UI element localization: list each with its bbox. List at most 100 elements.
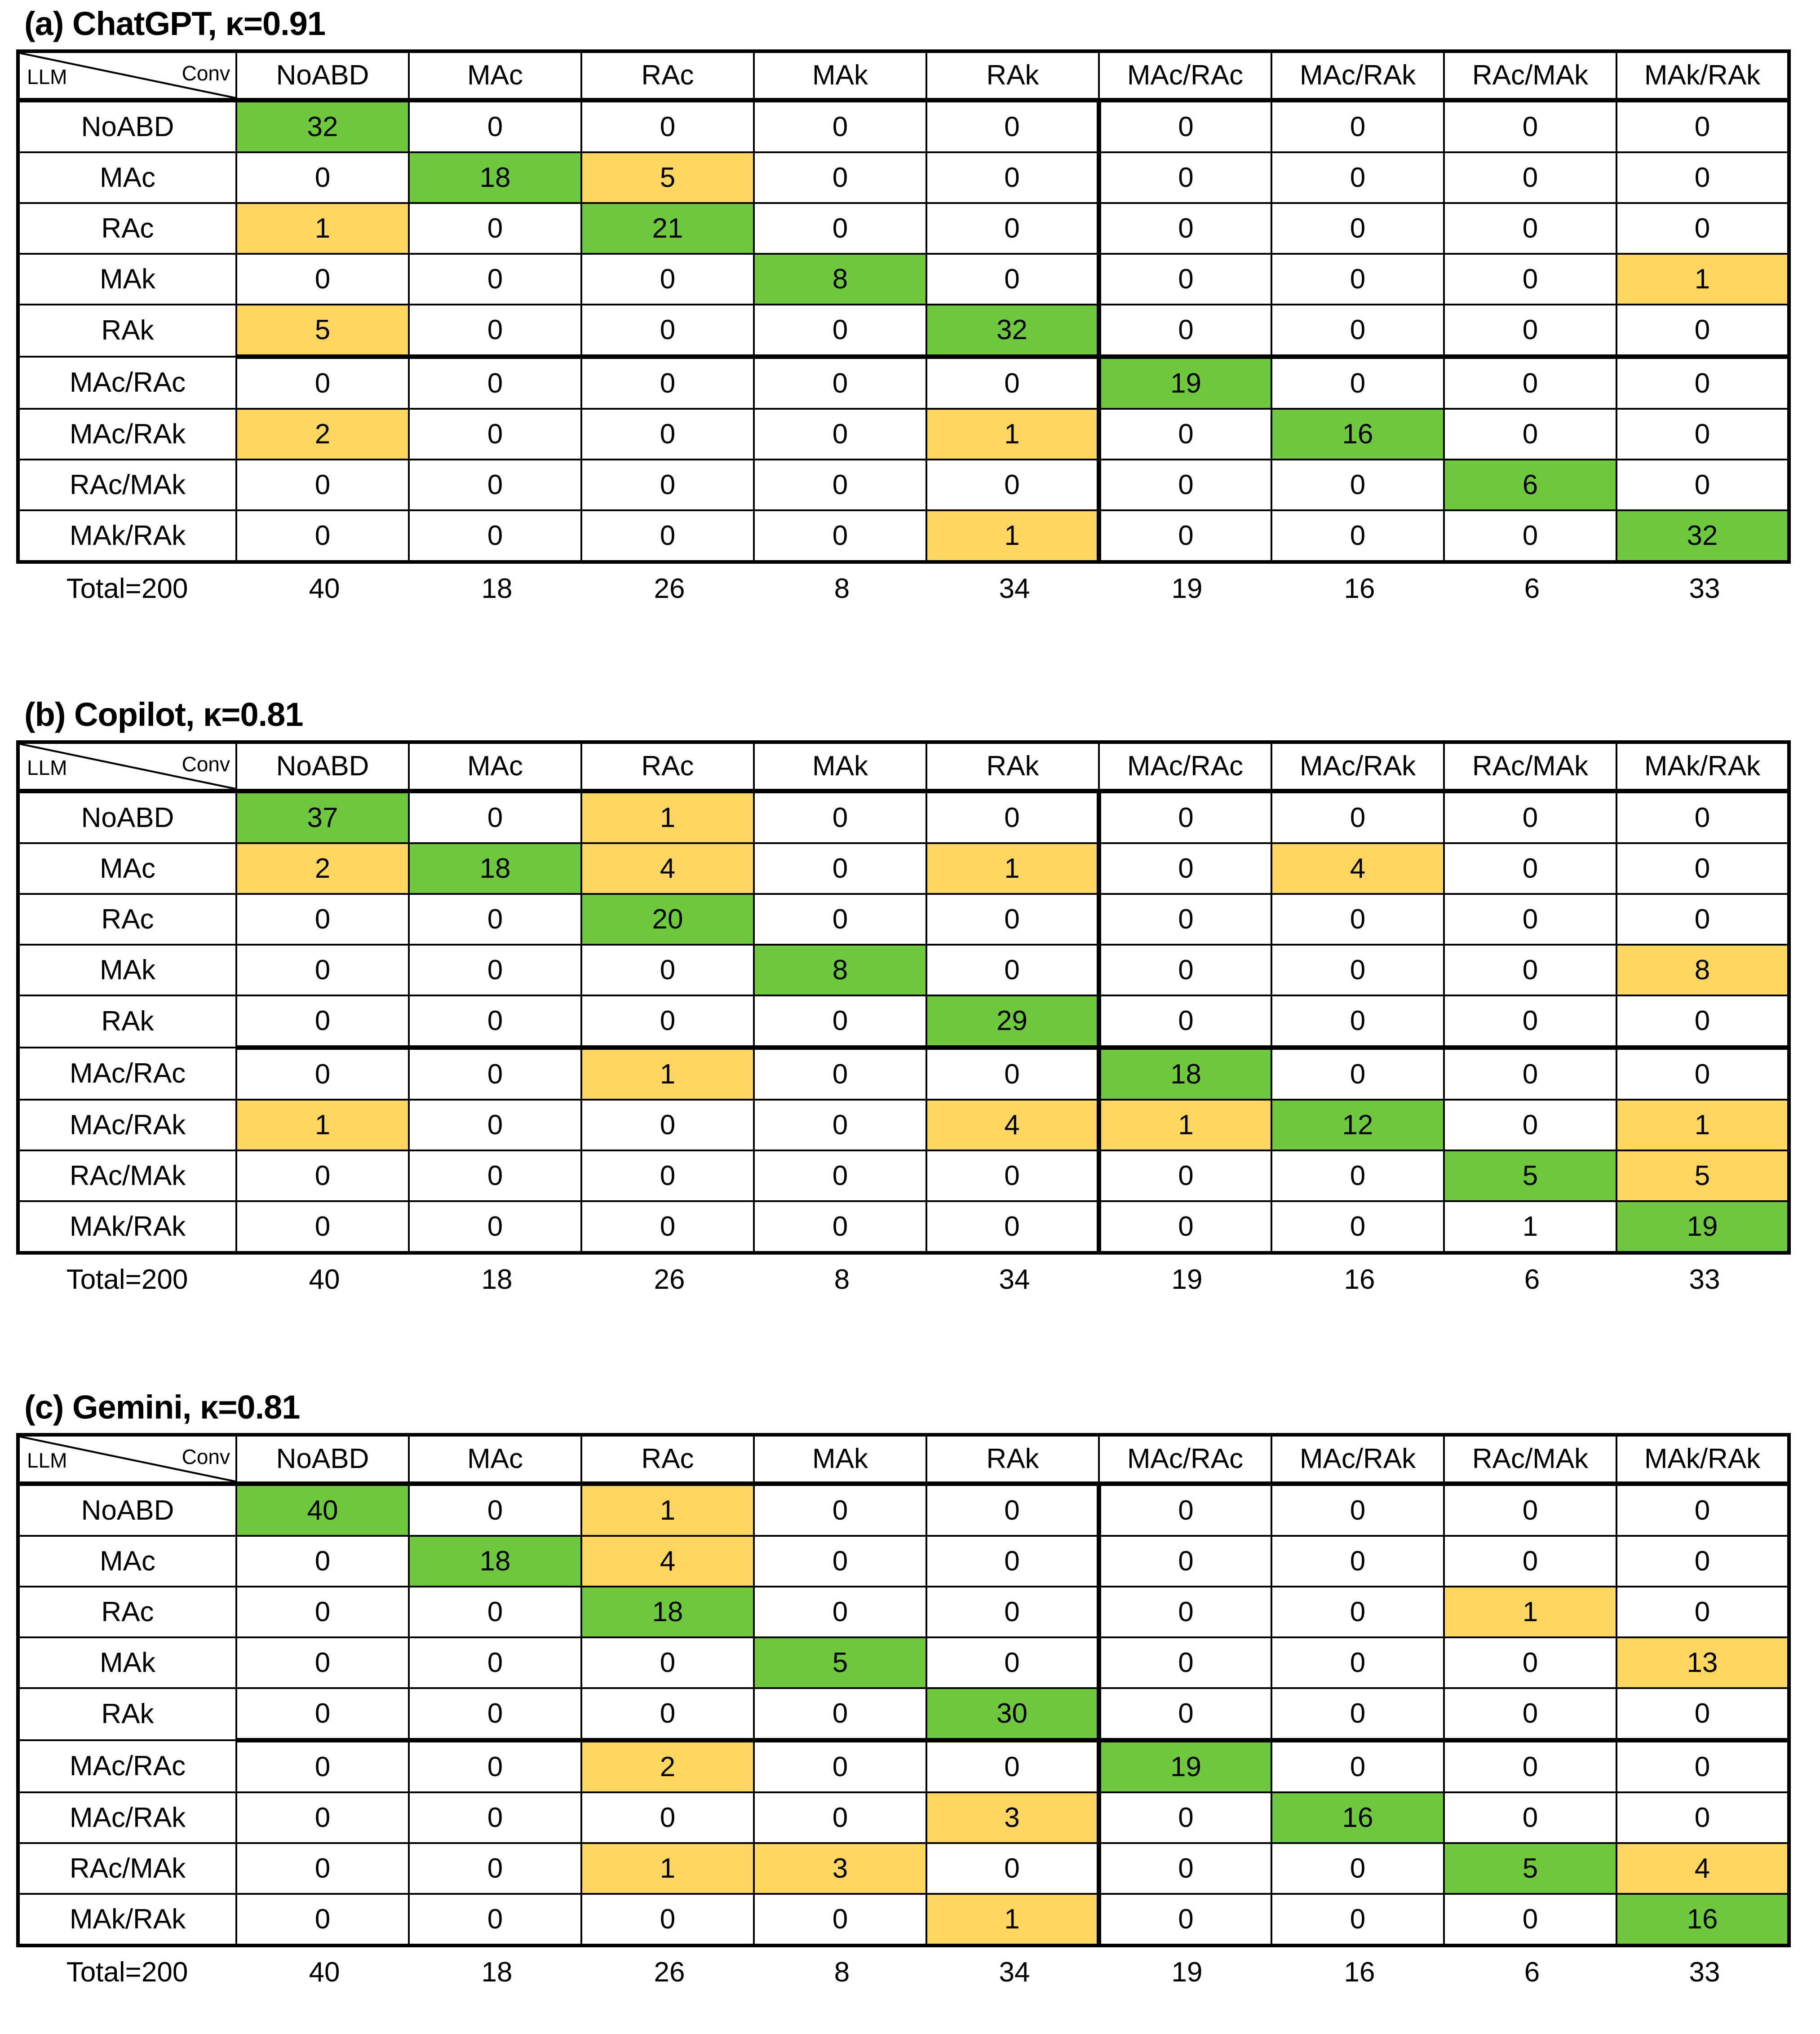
matrix-cell: 0 <box>1443 303 1617 358</box>
total-value: 6 <box>1524 573 1540 605</box>
matrix-cell: 0 <box>1271 1893 1445 1946</box>
matrix-cell: 0 <box>408 1098 582 1151</box>
totals-row: Total=200 40 18 26 8 34 19 16 6 33 <box>16 564 1789 614</box>
matrix-cell: 0 <box>1443 994 1617 1048</box>
table-row: RAc/MAk 0 0 0 0 0 0 0 6 0 <box>17 458 1790 511</box>
matrix-cell: 32 <box>925 303 1100 358</box>
diagonal-divider-line <box>20 1436 230 1479</box>
matrix-cell: 0 <box>580 407 755 460</box>
matrix-cell: 0 <box>1097 1791 1272 1844</box>
diagonal-divider-line <box>20 743 230 787</box>
column-header: MAc <box>408 1433 582 1486</box>
matrix-cell: 19 <box>1097 354 1272 410</box>
total-value: 18 <box>481 1264 513 1296</box>
column-header: MAk/RAk <box>1616 50 1790 102</box>
column-header: MAk/RAk <box>1616 741 1790 793</box>
matrix-cell: 0 <box>580 458 755 511</box>
matrix-cell: 0 <box>408 893 582 946</box>
matrix-cell: 0 <box>753 509 927 563</box>
matrix-cell: 0 <box>1616 1791 1790 1844</box>
matrix-cell: 0 <box>1616 303 1790 358</box>
matrix-cell: 0 <box>925 99 1100 153</box>
table-row: RAk 5 0 0 0 32 0 0 0 0 <box>17 303 1790 358</box>
matrix-cell: 0 <box>1271 1585 1445 1638</box>
matrix-cell: 0 <box>1097 303 1272 358</box>
matrix-cell: 0 <box>753 1149 927 1202</box>
column-header: MAc <box>408 50 582 102</box>
matrix-cell: 16 <box>1271 407 1445 460</box>
total-value: 26 <box>654 1957 685 1988</box>
row-label: MAc/RAc <box>17 355 237 410</box>
matrix-cell: 0 <box>925 1200 1100 1254</box>
matrix-cell: 0 <box>753 790 927 844</box>
matrix-cell: 0 <box>580 1636 755 1689</box>
matrix-cell: 0 <box>1271 1842 1445 1895</box>
matrix-cell: 4 <box>1271 842 1445 895</box>
section-title: (c) Gemini, κ=0.81 <box>24 1388 300 1426</box>
row-label: MAk/RAk <box>17 509 237 563</box>
column-header: MAc/RAc <box>1098 50 1272 102</box>
column-header: MAk <box>753 50 927 102</box>
matrix-cell: 0 <box>1097 1482 1272 1537</box>
matrix-cell: 0 <box>1097 943 1272 996</box>
matrix-cell: 5 <box>235 303 410 358</box>
matrix-cell: 0 <box>1271 202 1445 255</box>
total-value: 8 <box>834 1957 850 1988</box>
matrix-cell: 0 <box>408 509 582 563</box>
col-axis-label: Conv <box>182 61 230 85</box>
table-row: MAk/RAk 0 0 0 0 1 0 0 0 32 <box>17 509 1790 563</box>
matrix-cell: 1 <box>580 1482 755 1537</box>
total-value: 19 <box>1171 1957 1203 1988</box>
total-value: 19 <box>1171 1264 1203 1296</box>
row-label: RAc/MAk <box>17 458 237 511</box>
matrix-cell: 1 <box>1616 252 1790 305</box>
table-row: MAc 0 18 4 0 0 0 0 0 0 <box>17 1534 1790 1587</box>
matrix-cell: 0 <box>235 1791 410 1844</box>
table-row: MAc 0 18 5 0 0 0 0 0 0 <box>17 151 1790 204</box>
row-label: MAk <box>17 943 237 996</box>
matrix-cell: 0 <box>1443 1534 1617 1587</box>
row-label: MAc/RAk <box>17 1791 237 1844</box>
matrix-cell: 0 <box>1443 407 1617 460</box>
matrix-cell: 0 <box>1443 1098 1617 1151</box>
matrix-cell: 0 <box>1097 994 1272 1048</box>
total-value: 34 <box>999 1957 1030 1988</box>
matrix-cell: 0 <box>1271 252 1445 305</box>
row-label: MAk <box>17 1636 237 1689</box>
table-row: RAk 0 0 0 0 30 0 0 0 0 <box>17 1687 1790 1741</box>
matrix-cell: 4 <box>580 842 755 895</box>
matrix-cell: 0 <box>1097 1636 1272 1689</box>
matrix-cell: 0 <box>1271 509 1445 563</box>
matrix-cell: 0 <box>1443 202 1617 255</box>
matrix-cell: 0 <box>753 1534 927 1587</box>
matrix-cell: 0 <box>408 458 582 511</box>
matrix-cell: 0 <box>235 1636 410 1689</box>
matrix-cell: 0 <box>408 354 582 410</box>
table-row: RAc 0 0 18 0 0 0 0 1 0 <box>17 1585 1790 1638</box>
matrix-cell: 0 <box>1616 407 1790 460</box>
matrix-cell: 0 <box>235 458 410 511</box>
matrix-cell: 0 <box>1616 1482 1790 1537</box>
matrix-cell: 1 <box>580 1045 755 1101</box>
matrix-cell: 0 <box>1616 790 1790 844</box>
matrix-cell: 0 <box>1616 1687 1790 1741</box>
matrix-cell: 8 <box>1616 943 1790 996</box>
matrix-cell: 0 <box>925 202 1100 255</box>
matrix-cell: 32 <box>1616 509 1790 563</box>
matrix-cell: 18 <box>408 151 582 204</box>
matrix-cell: 1 <box>1616 1098 1790 1151</box>
matrix-cell: 0 <box>1271 99 1445 153</box>
table-row: RAc/MAk 0 0 1 3 0 0 0 5 4 <box>17 1842 1790 1895</box>
matrix-cell: 0 <box>1097 1149 1272 1202</box>
column-header: MAc/RAk <box>1271 50 1445 102</box>
matrix-cell: 16 <box>1271 1791 1445 1844</box>
totals-label: Total=200 <box>66 573 188 605</box>
row-label: RAk <box>17 1687 237 1741</box>
matrix-cell: 0 <box>1097 1842 1272 1895</box>
total-value: 40 <box>309 573 340 605</box>
total-value: 6 <box>1524 1264 1540 1296</box>
matrix-cell: 0 <box>1097 1200 1272 1254</box>
matrix-cell: 1 <box>580 790 755 844</box>
matrix-cell: 0 <box>1616 994 1790 1048</box>
matrix-cell: 0 <box>753 1045 927 1101</box>
